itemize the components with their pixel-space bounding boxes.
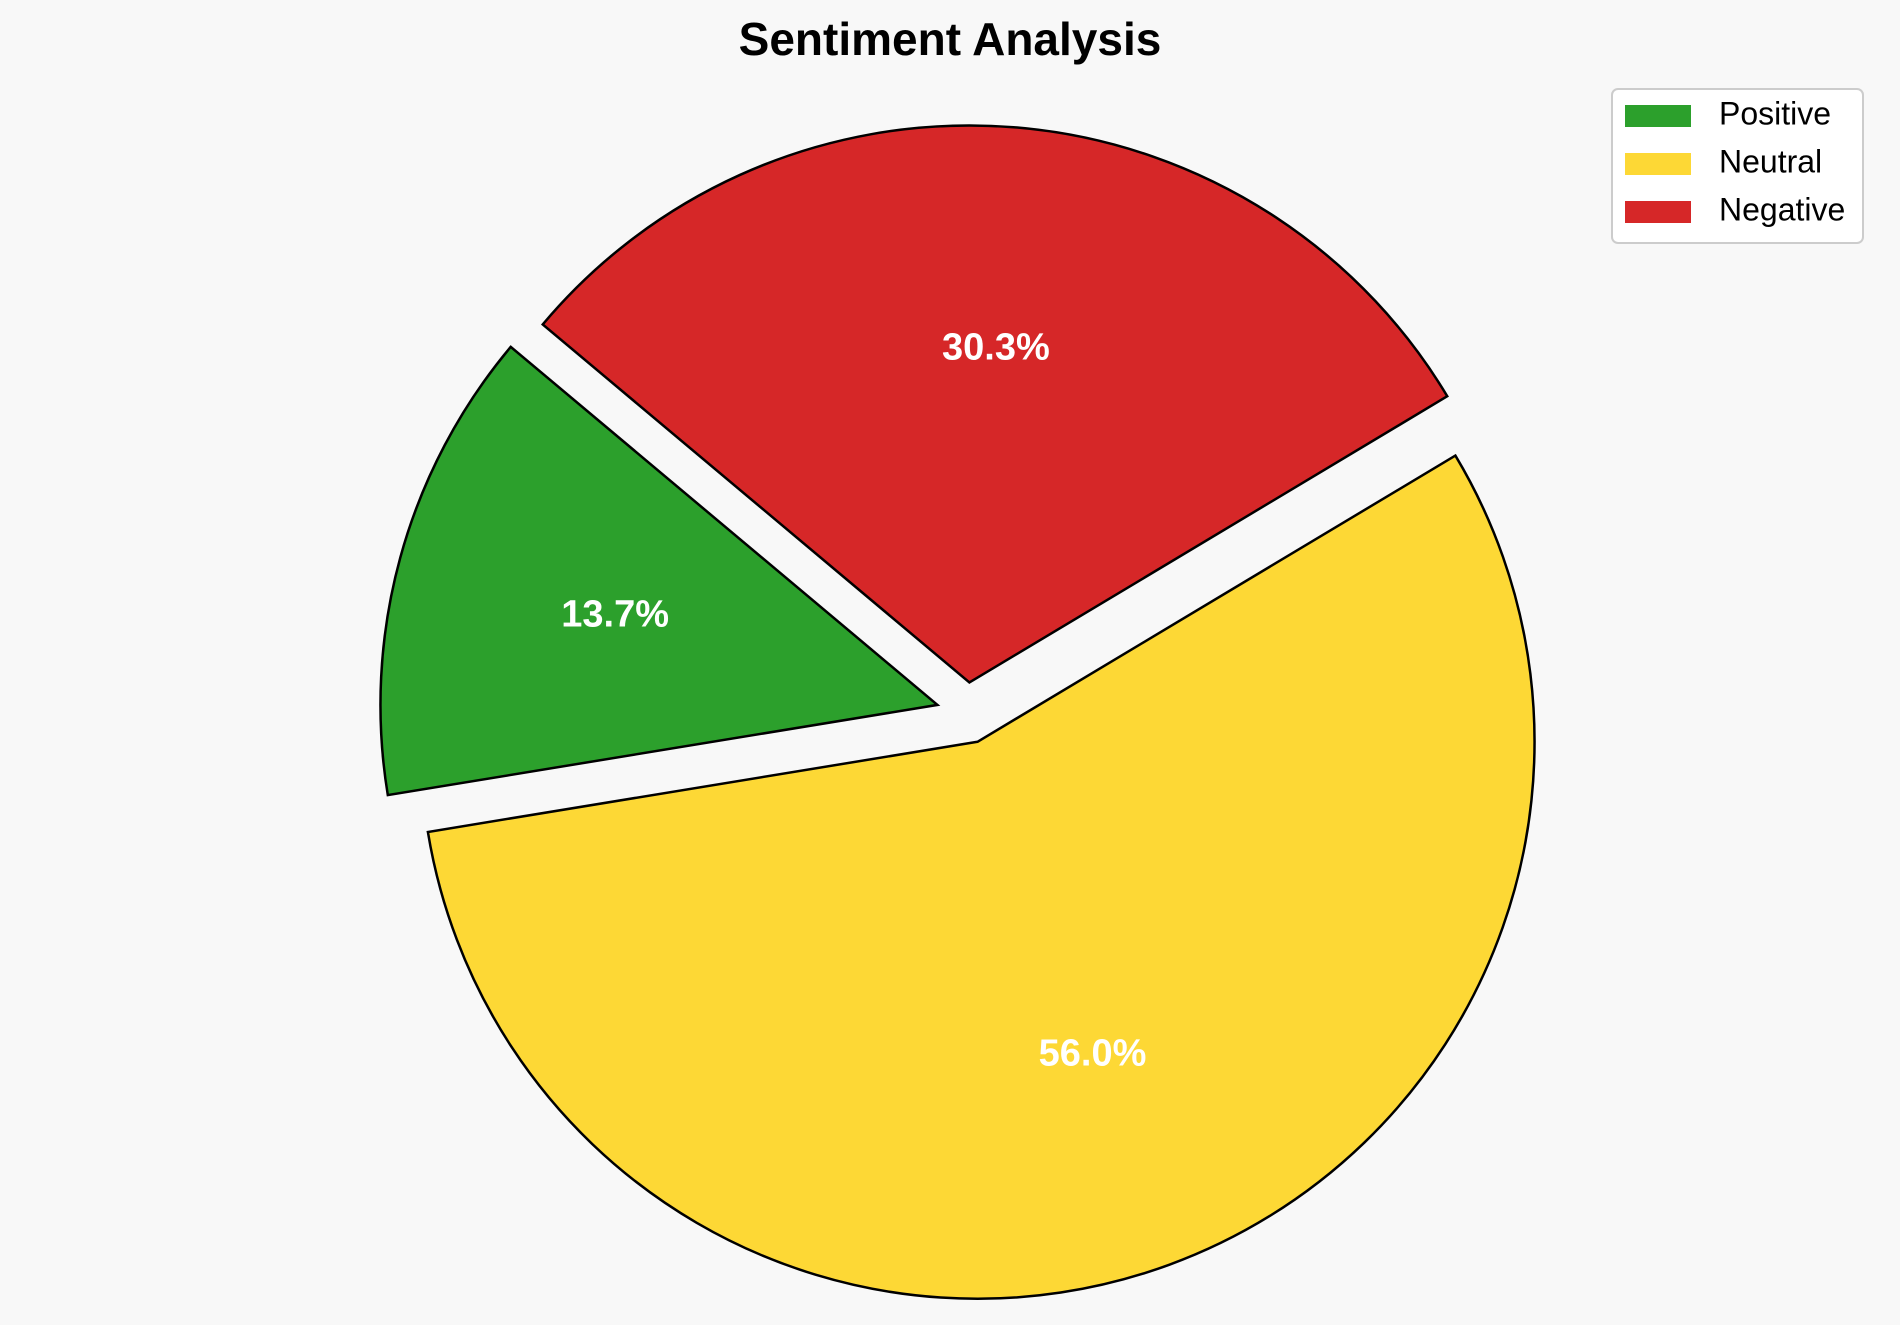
chart-title: Sentiment Analysis	[739, 13, 1162, 65]
pie-label-neutral: 56.0%	[1039, 1033, 1147, 1075]
legend-label-positive: Positive	[1719, 95, 1831, 131]
legend-label-neutral: Neutral	[1719, 143, 1822, 179]
pie-slice-negative	[540, 124, 1449, 684]
pie-slice-neutral	[426, 453, 1536, 1301]
pie-label-positive: 13.7%	[561, 594, 669, 636]
legend-swatch-positive	[1625, 105, 1691, 127]
pie-label-negative: 30.3%	[942, 326, 1050, 368]
legend-label-negative: Negative	[1719, 191, 1845, 227]
legend-swatch-negative	[1625, 201, 1691, 223]
legend-swatch-neutral	[1625, 153, 1691, 175]
pie-labels: 13.7% 56.0% 30.3%	[561, 326, 1146, 1074]
legend: Positive Neutral Negative	[1611, 88, 1864, 244]
pie-slices	[379, 124, 1536, 1301]
pie-slice-positive	[379, 345, 941, 797]
